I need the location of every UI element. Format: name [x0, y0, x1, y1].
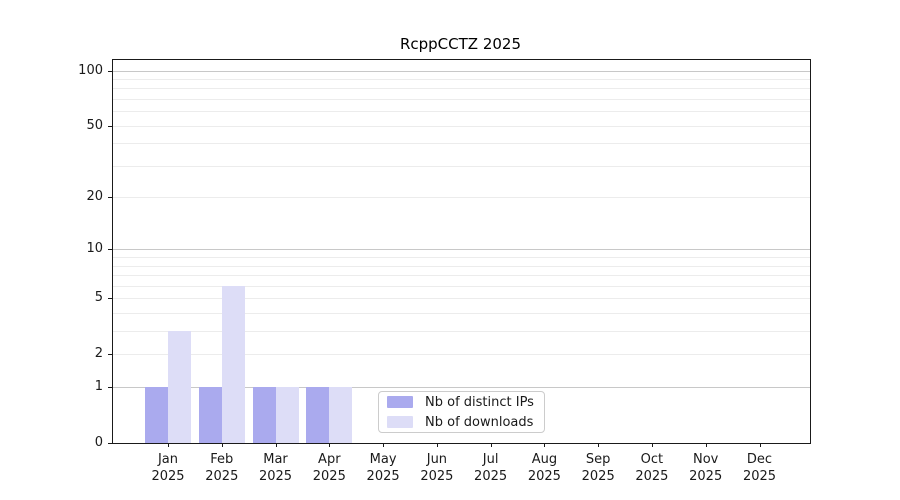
x-tick-label: Aug 2025 [527, 452, 561, 484]
bar-nb-of-distinct-ips-mar [252, 387, 276, 443]
y-tick-mark [108, 387, 112, 389]
y-gridline-major [113, 70, 810, 72]
y-tick-mark [108, 70, 112, 72]
bar-nb-of-distinct-ips-jan [145, 387, 168, 443]
y-tick-label: 1 [94, 379, 103, 395]
y-tick-mark [108, 298, 112, 300]
y-tick-mark [108, 249, 112, 251]
x-tick-mark [221, 443, 223, 447]
legend-item-downloads: Nb of downloads [387, 414, 536, 431]
x-tick-mark [598, 443, 600, 447]
plot-area: 0 1 2 5 10 20 50 100 Jan 2025 Feb 2025 Mar 2025 Apr… [78, 59, 811, 484]
y-gridline-minor [113, 197, 810, 199]
y-gridline-minor [113, 78, 810, 80]
y-gridline-minor [113, 125, 810, 127]
y-gridline-minor [113, 257, 810, 259]
y-tick-mark [108, 197, 112, 199]
y-gridline-minor [113, 265, 810, 267]
bar-nb-of-downloads-feb [221, 285, 245, 443]
x-tick-mark [275, 443, 277, 447]
y-gridline-major [113, 387, 810, 389]
legend-item-distinct-ips: Nb of distinct IPs [387, 394, 536, 411]
y-gridline-minor [113, 98, 810, 100]
y-gridline-minor [113, 354, 810, 356]
legend: Nb of distinct IPs Nb of downloads [378, 391, 545, 433]
x-tick-mark [705, 443, 707, 447]
y-tick-mark [108, 443, 112, 444]
bar-nb-of-downloads-mar [275, 387, 299, 443]
y-gridline-minor [113, 165, 810, 167]
x-tick-label: Oct 2025 [635, 452, 669, 484]
y-tick-label: 20 [86, 189, 103, 205]
y-tick-label: 2 [94, 346, 103, 362]
bar-nb-of-distinct-ips-feb [198, 387, 222, 443]
x-tick-label: Feb 2025 [205, 452, 239, 484]
y-tick-label: 100 [78, 62, 103, 78]
y-gridline-minor [113, 88, 810, 90]
x-tick-label: May 2025 [366, 452, 400, 484]
y-gridline-major [113, 249, 810, 251]
y-tick-label: 5 [94, 290, 103, 306]
x-tick-mark [651, 443, 653, 447]
y-gridline-minor [113, 143, 810, 145]
bar-nb-of-downloads-jan [168, 331, 191, 443]
y-gridline-minor [113, 298, 810, 300]
legend-swatch-downloads [387, 416, 413, 428]
x-tick-mark [329, 443, 331, 447]
y-gridline-minor [113, 111, 810, 113]
legend-label-downloads: Nb of downloads [425, 414, 534, 430]
x-tick-label: Jun 2025 [420, 452, 454, 484]
x-tick-label: Jul 2025 [474, 452, 508, 484]
x-tick-label: Mar 2025 [258, 452, 293, 484]
x-tick-label: Apr 2025 [312, 452, 346, 484]
x-tick-mark [759, 443, 761, 447]
legend-label-distinct-ips: Nb of distinct IPs [425, 394, 534, 410]
y-gridline-minor [113, 331, 810, 333]
bar-nb-of-distinct-ips-apr [306, 387, 330, 443]
legend-swatch-distinct-ips [387, 396, 413, 408]
x-tick-label: Nov 2025 [689, 452, 723, 484]
x-tick-mark [168, 443, 169, 447]
y-tick-mark [108, 354, 112, 356]
x-tick-label: Jan 2025 [151, 452, 185, 484]
bar-nb-of-downloads-apr [329, 387, 353, 443]
x-tick-mark [383, 443, 385, 447]
x-tick-mark [436, 443, 438, 447]
x-tick-mark [544, 443, 546, 447]
y-gridline-minor [113, 313, 810, 315]
chart-title: RcppCCTZ 2025 [399, 35, 522, 53]
x-tick-label: Sep 2025 [581, 452, 615, 484]
x-tick-label: Dec 2025 [742, 452, 777, 484]
y-tick-mark [108, 125, 112, 127]
y-tick-label: 0 [94, 435, 103, 450]
x-tick-mark [490, 443, 492, 447]
y-tick-label: 50 [86, 117, 103, 133]
y-gridline-minor [113, 285, 810, 287]
y-tick-label: 10 [86, 241, 103, 257]
y-gridline-minor [113, 275, 810, 277]
